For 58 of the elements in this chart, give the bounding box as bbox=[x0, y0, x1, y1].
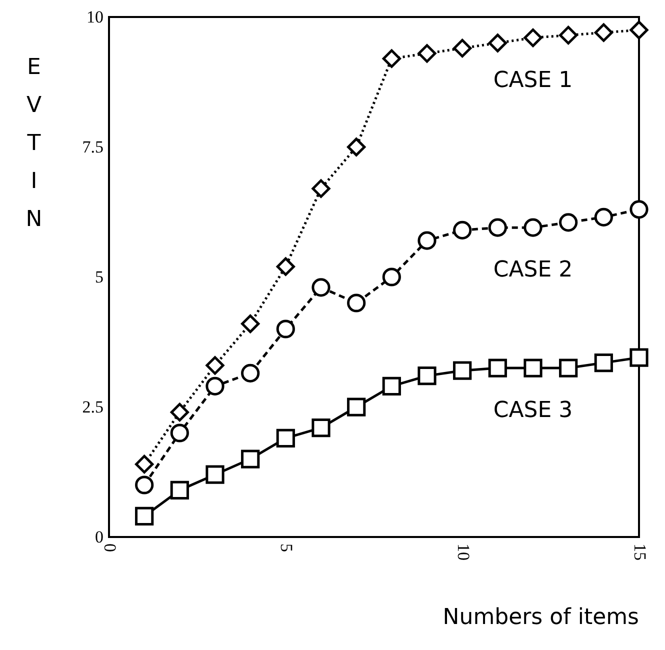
point bbox=[630, 200, 648, 219]
point bbox=[630, 348, 648, 367]
point bbox=[206, 376, 224, 396]
point bbox=[488, 34, 507, 52]
point bbox=[524, 358, 542, 378]
point bbox=[382, 268, 401, 286]
point bbox=[170, 480, 189, 500]
x-tick-label: 5 bbox=[277, 544, 296, 552]
point bbox=[312, 179, 330, 198]
point bbox=[206, 465, 224, 484]
point bbox=[594, 23, 613, 42]
point bbox=[418, 366, 436, 386]
point bbox=[488, 218, 507, 237]
point bbox=[559, 26, 578, 45]
point bbox=[312, 418, 330, 438]
point bbox=[206, 356, 224, 375]
point bbox=[312, 278, 330, 297]
point bbox=[418, 231, 436, 250]
point bbox=[135, 506, 154, 526]
series-label: CASE 1 bbox=[493, 68, 573, 93]
point bbox=[241, 314, 260, 334]
point bbox=[347, 398, 366, 416]
y-tick-label: 2.5 bbox=[82, 398, 104, 416]
point bbox=[276, 257, 295, 276]
x-axis-title: Numbers of items bbox=[442, 605, 639, 630]
x-tick-label: 15 bbox=[630, 544, 650, 560]
point bbox=[594, 353, 613, 372]
y-tick-label: 5 bbox=[95, 268, 104, 286]
point bbox=[276, 428, 295, 448]
point bbox=[559, 213, 578, 232]
series-label: CASE 3 bbox=[493, 398, 573, 423]
point bbox=[524, 218, 542, 237]
point bbox=[453, 220, 472, 240]
y-tick-label: 10 bbox=[86, 8, 104, 26]
point bbox=[170, 402, 189, 422]
x-tick-label: 0 bbox=[100, 544, 120, 552]
point bbox=[347, 294, 366, 312]
point bbox=[170, 424, 189, 442]
point bbox=[630, 20, 648, 40]
point bbox=[418, 44, 436, 63]
point bbox=[488, 358, 507, 378]
point bbox=[276, 320, 295, 338]
point bbox=[135, 476, 154, 494]
point bbox=[241, 450, 260, 468]
y-tick-label: 7.5 bbox=[82, 138, 104, 156]
point bbox=[524, 28, 542, 48]
x-tick-label: 10 bbox=[454, 544, 473, 560]
point bbox=[135, 454, 154, 474]
y-axis-title: EVTIN bbox=[26, 55, 42, 232]
point bbox=[559, 358, 578, 378]
series-label: CASE 2 bbox=[493, 258, 573, 283]
point bbox=[347, 138, 366, 156]
point bbox=[594, 208, 613, 226]
point bbox=[382, 376, 401, 396]
point bbox=[453, 361, 472, 380]
point bbox=[453, 38, 472, 58]
point bbox=[241, 364, 260, 382]
point bbox=[382, 49, 401, 68]
